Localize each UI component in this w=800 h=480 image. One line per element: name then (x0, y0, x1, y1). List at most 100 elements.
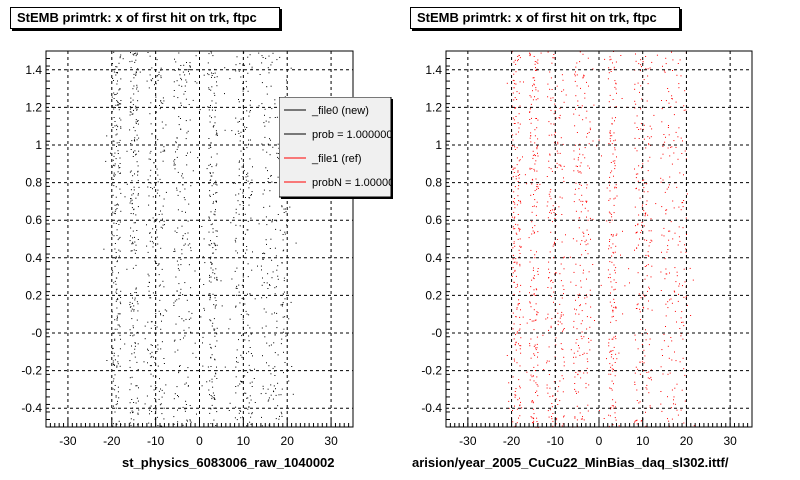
data-point (268, 55, 270, 57)
data-point (648, 392, 650, 394)
data-point (584, 241, 586, 243)
data-point (212, 392, 214, 394)
data-point (609, 261, 611, 263)
data-point (238, 412, 240, 414)
data-point (574, 73, 576, 75)
data-point (265, 392, 267, 394)
data-point (667, 307, 669, 309)
data-point (153, 186, 155, 188)
data-point (512, 410, 513, 411)
data-point (512, 421, 514, 423)
data-point (574, 376, 576, 378)
data-point (130, 418, 132, 420)
data-point (173, 340, 175, 342)
data-point (114, 165, 116, 167)
data-point (613, 336, 615, 338)
data-point (216, 134, 218, 136)
data-point (609, 135, 611, 137)
data-point (661, 100, 662, 101)
data-point (147, 321, 149, 323)
data-point (214, 116, 216, 118)
data-point (214, 273, 216, 275)
data-point (660, 366, 662, 368)
data-point (246, 425, 248, 427)
data-point (235, 224, 237, 226)
data-point (129, 360, 131, 362)
data-point (609, 131, 611, 133)
data-point (238, 168, 240, 170)
data-point (650, 369, 652, 371)
data-point (214, 375, 216, 377)
data-point (212, 202, 214, 204)
data-point (189, 420, 191, 422)
data-point (188, 69, 190, 71)
data-point (120, 119, 122, 121)
data-point (529, 137, 531, 139)
data-point (132, 325, 134, 327)
data-point (522, 156, 523, 158)
data-point (130, 383, 132, 385)
data-point (645, 213, 646, 215)
data-point (609, 59, 611, 61)
data-point (114, 68, 116, 70)
data-point (115, 104, 117, 106)
data-point (243, 298, 245, 300)
data-point (555, 117, 557, 119)
data-point (528, 237, 530, 239)
data-point (519, 324, 521, 325)
data-point (515, 334, 516, 336)
data-point (634, 372, 636, 374)
data-point (667, 418, 668, 420)
data-point (156, 326, 158, 328)
data-point (561, 90, 563, 92)
data-point (513, 201, 515, 203)
data-point (115, 256, 117, 258)
data-point (586, 184, 588, 186)
data-point (160, 100, 162, 102)
data-point (163, 418, 165, 420)
data-point (211, 109, 213, 111)
data-point (669, 176, 671, 178)
data-point (512, 117, 514, 119)
data-point (151, 411, 153, 412)
data-point (561, 425, 563, 427)
data-point (645, 212, 647, 214)
data-point (215, 130, 217, 132)
data-point (113, 365, 115, 366)
data-point (586, 200, 588, 202)
data-point (580, 162, 582, 164)
data-point (116, 307, 118, 309)
data-point (266, 362, 267, 364)
data-point (579, 153, 581, 155)
y-tick-label: 1 (35, 138, 42, 152)
data-point (216, 333, 218, 335)
data-point (157, 79, 159, 81)
data-point (180, 118, 181, 119)
data-point (680, 335, 682, 337)
data-point (610, 408, 612, 410)
data-point (561, 74, 563, 76)
data-point (151, 67, 153, 69)
data-point (587, 219, 589, 221)
data-point (208, 138, 210, 139)
data-point (608, 245, 610, 247)
data-point (161, 341, 163, 343)
data-point (117, 386, 119, 388)
data-point (592, 218, 594, 220)
data-point (519, 328, 521, 330)
data-point (216, 278, 218, 280)
data-point (148, 422, 150, 424)
data-point (581, 194, 583, 196)
data-point (282, 293, 284, 295)
data-point (186, 62, 187, 63)
data-point (246, 127, 248, 128)
data-point (284, 208, 286, 210)
data-point (614, 406, 616, 408)
data-point (553, 257, 554, 259)
data-point (677, 244, 679, 246)
x-axis-label-left: st_physics_6083006_raw_1040002 (122, 455, 335, 470)
data-point (120, 303, 122, 305)
data-point (135, 244, 137, 246)
data-point (267, 400, 269, 402)
data-point (116, 83, 118, 85)
